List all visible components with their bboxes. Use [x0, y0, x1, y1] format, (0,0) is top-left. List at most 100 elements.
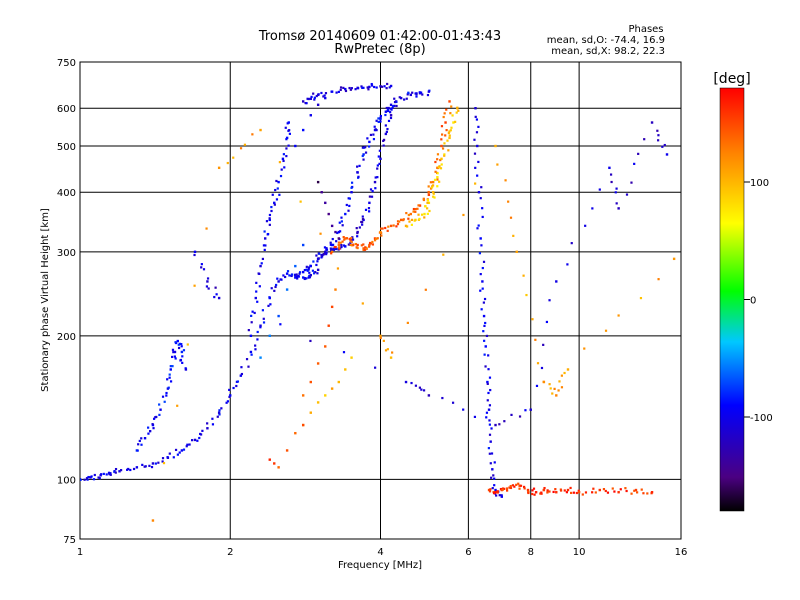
data-point	[368, 245, 371, 248]
data-point	[602, 488, 606, 491]
data-point	[337, 90, 340, 93]
data-point	[444, 121, 447, 124]
data-point	[406, 93, 409, 96]
data-point	[323, 94, 326, 97]
data-point	[518, 487, 521, 490]
data-point	[427, 193, 431, 197]
data-point	[342, 244, 346, 247]
data-point	[309, 380, 312, 384]
data-point	[169, 365, 172, 368]
data-point	[211, 423, 215, 426]
data-point	[380, 234, 383, 237]
data-point	[483, 339, 486, 342]
data-point	[440, 144, 443, 148]
data-point	[443, 154, 446, 157]
data-point	[543, 486, 546, 490]
data-point	[259, 356, 262, 359]
data-point	[129, 468, 132, 472]
data-point	[558, 380, 561, 383]
data-point	[174, 448, 178, 452]
data-point	[356, 165, 359, 168]
data-point	[254, 296, 257, 300]
data-point	[534, 491, 538, 494]
data-point	[319, 232, 322, 235]
data-point	[494, 423, 497, 427]
data-point	[440, 125, 444, 128]
data-point	[285, 449, 289, 452]
data-point	[569, 486, 572, 490]
data-point	[496, 491, 499, 494]
colorbar-tick-label: 100	[750, 178, 769, 189]
x-tick-label: 1	[77, 547, 83, 558]
data-point	[494, 144, 497, 148]
data-point	[247, 329, 250, 332]
data-point	[335, 91, 338, 94]
data-point	[415, 92, 418, 95]
data-point	[488, 452, 491, 455]
data-point	[431, 184, 435, 187]
data-point	[398, 220, 401, 223]
data-point	[368, 201, 371, 205]
data-point	[509, 486, 513, 490]
data-point	[368, 140, 371, 144]
data-point	[256, 300, 259, 303]
data-point	[306, 97, 309, 100]
data-point	[313, 96, 316, 99]
data-point	[301, 128, 305, 132]
data-point	[268, 217, 271, 220]
data-point	[555, 280, 558, 283]
data-point	[232, 156, 235, 159]
data-point	[500, 495, 504, 498]
data-point	[332, 248, 335, 251]
data-point	[630, 492, 633, 495]
data-point	[168, 452, 171, 455]
data-point	[316, 401, 320, 404]
data-point	[476, 144, 479, 148]
data-point	[324, 345, 327, 348]
data-point	[309, 264, 312, 267]
data-point	[324, 92, 328, 95]
data-point	[366, 86, 369, 89]
data-point	[136, 449, 139, 452]
data-point	[339, 86, 343, 89]
data-point	[417, 213, 420, 216]
data-point	[451, 114, 454, 117]
data-point	[211, 417, 214, 420]
data-point	[151, 423, 154, 426]
data-point	[218, 413, 221, 416]
data-point	[270, 209, 273, 213]
data-point	[422, 389, 426, 392]
data-point	[482, 314, 486, 318]
data-point	[498, 423, 501, 426]
data-point	[340, 220, 343, 223]
data-point	[228, 395, 231, 399]
data-point	[259, 324, 262, 327]
data-point	[656, 129, 659, 132]
data-point	[507, 200, 510, 203]
data-point	[196, 439, 199, 442]
data-point	[552, 490, 555, 494]
data-point	[436, 166, 439, 170]
data-point	[260, 262, 263, 265]
phases-stats-o: mean, sd,O: -74.4, 16.9	[547, 35, 665, 46]
data-point	[171, 348, 175, 351]
data-point	[531, 318, 534, 321]
data-point	[614, 191, 617, 194]
data-point	[485, 416, 488, 419]
data-point	[387, 119, 391, 123]
data-point	[108, 472, 111, 476]
data-point	[316, 257, 320, 261]
data-point	[201, 429, 204, 432]
data-point	[474, 166, 477, 169]
data-point	[553, 387, 556, 390]
data-point	[325, 248, 329, 251]
data-point	[426, 93, 430, 97]
data-point	[181, 361, 184, 364]
data-point	[297, 275, 300, 278]
data-point	[150, 465, 154, 469]
data-point	[455, 111, 458, 114]
data-point	[488, 433, 492, 436]
data-point	[378, 162, 381, 165]
data-point	[105, 473, 108, 476]
data-point	[487, 354, 490, 357]
